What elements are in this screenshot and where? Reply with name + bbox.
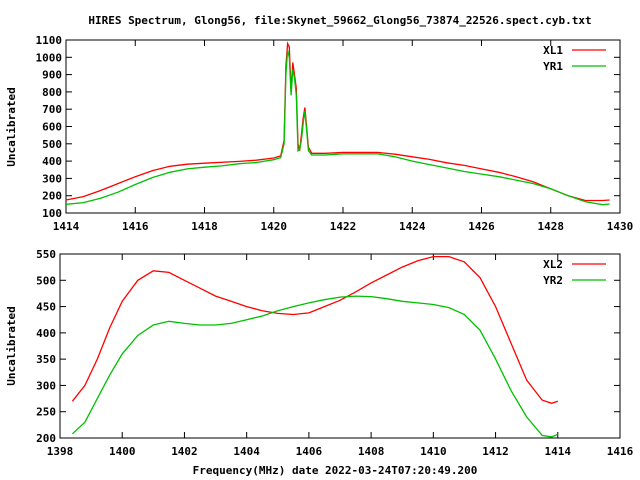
y-tick-label: 200 (36, 432, 56, 445)
y-tick-label: 400 (36, 327, 56, 340)
y-tick-label: 700 (42, 103, 62, 116)
y-axis-label-top: Uncalibrated (5, 87, 18, 166)
legend-label: YR1 (543, 60, 563, 73)
x-tick-label: 1414 (545, 445, 572, 458)
y-tick-label: 1000 (36, 51, 63, 64)
y-tick-label: 500 (42, 138, 62, 151)
x-tick-label: 1422 (330, 220, 357, 233)
series-line-xl2 (71, 255, 559, 404)
x-tick-label: 1400 (109, 445, 136, 458)
plot-frame (59, 253, 621, 439)
plot-frame (65, 39, 621, 214)
y-tick-label: 300 (36, 379, 56, 392)
x-tick-label: 1426 (468, 220, 495, 233)
x-axis-label: Frequency(MHz) date 2022-03-24T07:20:49.… (193, 464, 478, 477)
plot-1: 1414 1416 1418 1420 1422 1424 1426 1428 1430 100 2… (36, 34, 634, 233)
x-tick-label: 1428 (538, 220, 565, 233)
y-tick-label: 400 (42, 155, 62, 168)
y-tick-label: 200 (42, 190, 62, 203)
chart-title: HIRES Spectrum, Glong56, file:Skynet_596… (88, 14, 591, 27)
x-tick-label: 1420 (261, 220, 288, 233)
legend-label: XL1 (543, 44, 563, 57)
y-tick-label: 350 (36, 353, 56, 366)
y-tick-label: 1100 (36, 34, 63, 47)
y-axis-label-bottom: Uncalibrated (5, 306, 18, 385)
x-tick-label: 1414 (53, 220, 80, 233)
y-tick-label: 500 (36, 274, 56, 287)
x-tick-label: 1406 (296, 445, 323, 458)
x-tick-label: 1404 (233, 445, 260, 458)
x-tick-label: 1398 (47, 445, 74, 458)
y-tick-label: 250 (36, 406, 56, 419)
y-tick-label: 600 (42, 121, 62, 134)
y-tick-label: 100 (42, 207, 62, 220)
x-tick-label: 1410 (420, 445, 447, 458)
y-tick-label: 300 (42, 172, 62, 185)
y-tick-label: 800 (42, 86, 62, 99)
legend-label: XL2 (543, 258, 563, 271)
x-tick-label: 1424 (399, 220, 426, 233)
x-tick-label: 1418 (191, 220, 218, 233)
x-tick-label: 1416 (607, 445, 634, 458)
y-tick-label: 900 (42, 69, 62, 82)
legend-label: YR2 (543, 274, 563, 287)
plot-2: 1398 1400 1402 1404 1406 1408 1410 1412 1414 1416… (36, 248, 633, 458)
y-tick-label: 550 (36, 248, 56, 261)
series-line-xl1 (65, 41, 610, 202)
x-tick-label: 1416 (122, 220, 149, 233)
y-tick-label: 450 (36, 301, 56, 314)
x-tick-label: 1408 (358, 445, 385, 458)
x-tick-label: 1412 (482, 445, 509, 458)
x-tick-label: 1402 (171, 445, 198, 458)
series-line-yr2 (71, 295, 559, 438)
x-tick-label: 1430 (607, 220, 634, 233)
series-line-yr1 (65, 50, 610, 206)
